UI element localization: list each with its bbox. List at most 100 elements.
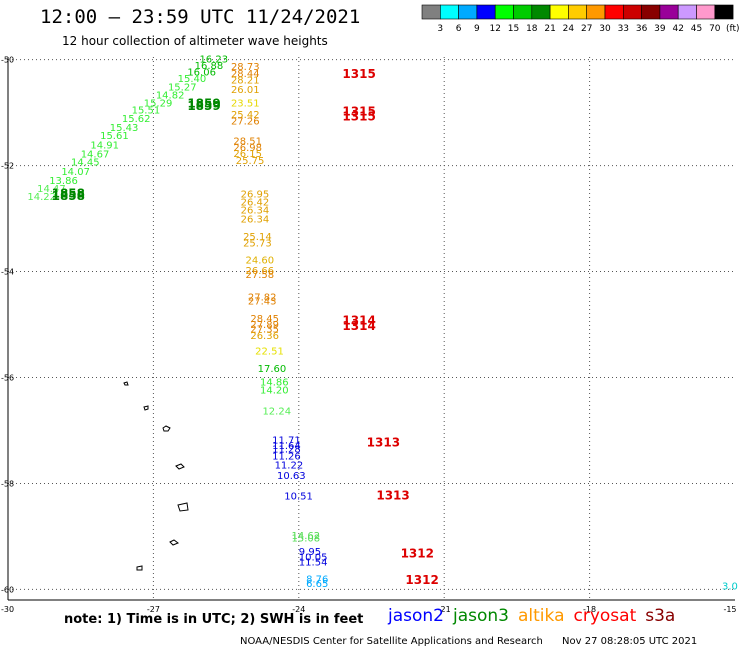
pass-time-label: 1312 xyxy=(405,573,438,587)
wave-height-label: 25.75 xyxy=(236,156,265,167)
pass-time-label: 1314 xyxy=(342,314,375,328)
wave-height-label: 15.27 xyxy=(168,82,197,93)
island-shape xyxy=(136,565,143,571)
colorbar-swatch xyxy=(421,4,441,20)
legend-entry-altika: altika xyxy=(518,606,565,626)
wave-height-label: 14.62 xyxy=(292,531,321,542)
colorbar-label: 39 xyxy=(654,24,666,34)
wave-height-label: 15.51 xyxy=(132,106,161,117)
wave-height-label: 11.71 xyxy=(272,436,301,447)
wave-height-label: 26.01 xyxy=(231,85,260,96)
wave-height-label: 14.45 xyxy=(71,158,100,169)
wave-height-label: 6.65 xyxy=(306,579,328,590)
note-text: note: 1) Time is in UTC; 2) SWH is in fe… xyxy=(64,612,364,627)
colorbar-swatch xyxy=(476,4,496,20)
pass-time-label: 1859 xyxy=(187,99,220,113)
pass-time-label: 1313 xyxy=(367,435,400,449)
wave-height-label: 27.58 xyxy=(245,270,274,281)
colorbar-legend: 3 6 9 12 15 18 21 24 27 30 33 36 39 42 45 70 (ft) xyxy=(421,4,740,34)
wave-height-label: 25.42 xyxy=(231,110,260,121)
wave-height-label: 27.89 xyxy=(250,320,279,331)
colorbar-swatch xyxy=(513,4,533,20)
legend-entry-cryosat: cryosat xyxy=(573,606,637,626)
colorbar-swatch xyxy=(696,4,716,20)
wave-height-label: 22.51 xyxy=(255,347,284,358)
y-tick-label: -58 xyxy=(1,479,14,488)
y-tick-label: -52 xyxy=(1,162,14,171)
x-tick-label: -18 xyxy=(583,605,596,614)
wave-height-label: 12.24 xyxy=(262,407,291,418)
colorbar-swatch xyxy=(677,4,697,20)
wave-height-label: 26.15 xyxy=(233,149,262,160)
colorbar-swatch xyxy=(714,4,734,20)
wave-height-label: 28.51 xyxy=(233,136,262,147)
island-shape xyxy=(169,539,180,546)
wave-height-label: 16.06 xyxy=(187,68,216,79)
wave-height-label: 11.26 xyxy=(272,452,301,463)
wave-height-label: 26.36 xyxy=(250,331,279,342)
colorbar-label: 30 xyxy=(599,24,611,34)
wave-height-label: 14.07 xyxy=(61,167,90,178)
colorbar-label: 6 xyxy=(456,24,462,34)
wave-height-label: 8.76 xyxy=(306,575,328,586)
colorbar-label: 18 xyxy=(526,24,538,34)
wave-height-label: 10.05 xyxy=(299,552,328,563)
wave-height-label: 11.54 xyxy=(299,558,328,569)
y-tick-label: -54 xyxy=(1,268,14,277)
x-tick-label: -21 xyxy=(438,605,451,614)
colorbar-label: 45 xyxy=(691,24,702,34)
colorbar-swatch xyxy=(549,4,569,20)
wave-height-label: 11.28 xyxy=(272,445,301,456)
colorbar-label: 3 xyxy=(437,24,443,34)
wave-height-label: 15.62 xyxy=(122,114,151,125)
wave-height-label: 26.34 xyxy=(241,214,270,225)
pass-time-label: 1315 xyxy=(342,67,375,81)
legend-entry-s3a: s3a xyxy=(645,606,676,626)
footer-timestamp: Nov 27 08:28:05 UTC 2021 xyxy=(562,636,698,647)
wave-height-label: 14.86 xyxy=(260,377,289,388)
colorbar-label: 33 xyxy=(618,24,629,34)
colorbar-swatch xyxy=(641,4,661,20)
wave-height-label: 14.22 xyxy=(27,192,56,203)
wave-height-label: 27.35 xyxy=(250,324,279,335)
footer: NOAA/NESDIS Center for Satellite Applica… xyxy=(240,636,697,647)
wave-height-label: 14.20 xyxy=(260,385,289,396)
island-shape xyxy=(162,425,171,432)
pass-time-label: 1858 xyxy=(52,189,85,203)
map-frame: -50 -52 -54 -56 -58 -60 -30 -27 -24 -21 -18 -15 xyxy=(1,56,737,614)
wave-height-label: 11.64 xyxy=(272,441,301,452)
wave-height-label: 28.73 xyxy=(231,62,260,73)
colorbar-swatch xyxy=(458,4,478,20)
island-shape xyxy=(143,405,149,411)
wave-height-label: 24.60 xyxy=(245,256,274,267)
colorbar-swatch xyxy=(439,4,459,20)
colorbar-label: 21 xyxy=(544,24,555,34)
wave-height-label: 11.22 xyxy=(275,461,304,472)
colorbar-label: 36 xyxy=(636,24,648,34)
y-tick-label: -60 xyxy=(1,585,14,594)
x-tick-label: -30 xyxy=(1,605,14,614)
pass-time-label: 1313 xyxy=(376,488,409,502)
wave-height-label: 26.98 xyxy=(233,143,262,154)
colorbar-swatch xyxy=(604,4,624,20)
wave-height-label: 9.95 xyxy=(299,547,321,558)
page-title: 12:00 – 23:59 UTC 11/24/2021 xyxy=(40,6,361,28)
pass-time-label: 1858 xyxy=(52,186,85,200)
colorbar-label: 9 xyxy=(474,24,480,34)
wave-height-label: 28.45 xyxy=(250,314,279,325)
colorbar-label: 24 xyxy=(563,24,575,34)
wave-height-label: 26.95 xyxy=(241,189,270,200)
wave-height-label: 15.43 xyxy=(110,123,139,134)
wave-height-label: 25.73 xyxy=(243,239,272,250)
wave-height-label: 28.44 xyxy=(231,69,260,80)
pass-time-label: 1312 xyxy=(401,547,434,561)
colorbar-unit: (ft) xyxy=(726,24,740,34)
wave-height-label: 25.14 xyxy=(243,232,272,243)
wave-height-label: 26.34 xyxy=(241,205,270,216)
legend-entry-jason3: jason3 xyxy=(453,606,509,626)
x-tick-label: -15 xyxy=(723,605,736,614)
colorbar-label: 27 xyxy=(581,24,592,34)
colorbar-swatch xyxy=(622,4,642,20)
legend-entry-jason2: jason2 xyxy=(388,606,444,626)
wave-height-label: 10.51 xyxy=(284,491,313,502)
